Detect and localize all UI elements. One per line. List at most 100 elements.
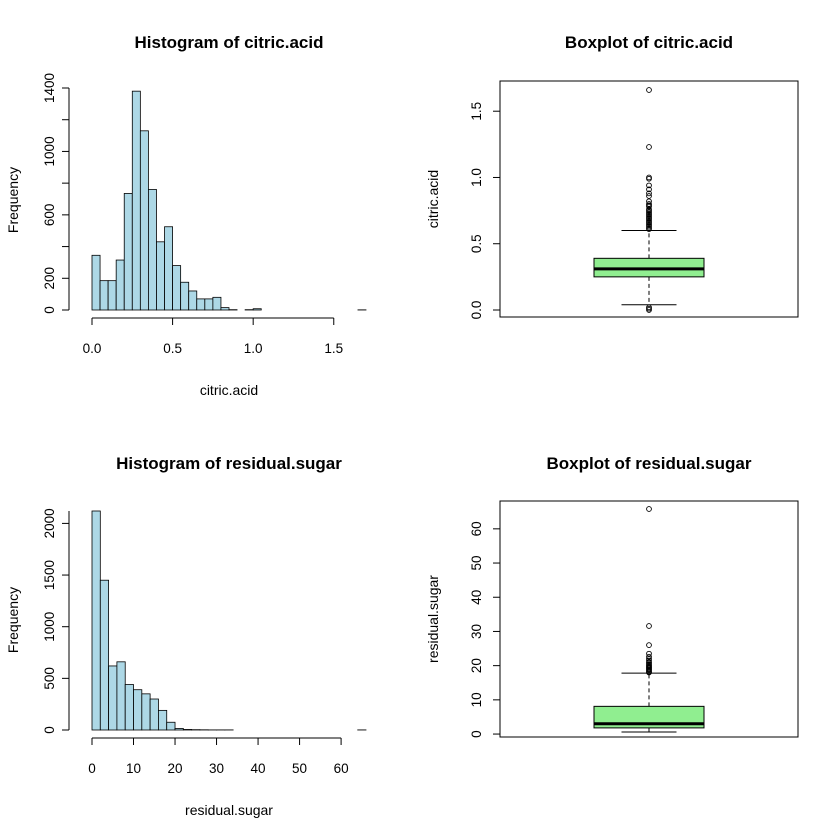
boxplot-residual-sugar: Boxplot of residual.sugar 0102030405060 …: [425, 454, 799, 738]
chart-title: Histogram of residual.sugar: [116, 454, 342, 473]
histogram-bar: [91, 510, 101, 731]
outlier-points: [646, 87, 652, 313]
histogram-bar: [133, 689, 143, 731]
histogram-bar: [139, 130, 149, 311]
histogram-bar: [188, 290, 198, 311]
y-axis: 0.0 0.5 1.0 1.5: [469, 102, 501, 319]
outlier-point: [646, 190, 652, 197]
y-tick-label: 1.5: [469, 102, 484, 121]
histogram-bar: [123, 193, 133, 311]
y-axis: 0 500 1000 1500 2000: [42, 508, 70, 734]
y-axis-label: Frequency: [5, 167, 21, 233]
histogram-bar: [204, 298, 214, 311]
x-axis-label: residual.sugar: [185, 802, 273, 818]
x-tick-label: 60: [334, 761, 349, 776]
y-axis: 0 10 20 30 40 50 60: [469, 521, 501, 738]
outlier-point: [646, 174, 652, 181]
histogram-bar: [182, 729, 193, 731]
boxplot-body: [593, 672, 705, 733]
y-tick-label: 1000: [42, 612, 57, 642]
outlier-point: [646, 506, 652, 512]
outlier-point: [646, 87, 652, 93]
y-tick-label: 60: [469, 521, 484, 536]
outlier-point: [646, 206, 652, 213]
histogram-bar: [107, 280, 117, 311]
x-tick-label: 1.5: [324, 341, 343, 356]
y-axis-label: Frequency: [5, 587, 21, 653]
histogram-bar: [116, 661, 126, 731]
histogram-bars: [91, 510, 367, 731]
chart-title: Boxplot of citric.acid: [565, 33, 733, 52]
y-axis: 0 200 600 1000 1400: [42, 73, 70, 314]
x-tick-label: 1.0: [244, 341, 263, 356]
histogram-bar: [156, 241, 165, 311]
y-tick-label: 1000: [42, 136, 57, 166]
x-tick-label: 0.5: [163, 341, 182, 356]
y-tick-label: 500: [42, 667, 57, 690]
outlier-point: [646, 657, 652, 664]
outlier-point: [646, 198, 652, 205]
y-tick-label: 50: [469, 556, 484, 571]
y-tick-label: 40: [469, 590, 484, 605]
histogram-bar: [124, 684, 134, 731]
x-tick-label: 10: [126, 761, 141, 776]
histogram-residual-sugar: Histogram of residual.sugar 0 10 20 30 40 50 6…: [5, 454, 367, 818]
plot-frame: [499, 500, 799, 738]
chart-title: Boxplot of residual.sugar: [547, 454, 752, 473]
y-axis-label: residual.sugar: [425, 575, 441, 663]
histogram-bar: [180, 281, 190, 311]
x-tick-label: 0: [88, 761, 96, 776]
y-tick-label: 0: [469, 730, 484, 738]
histogram-bar: [196, 298, 206, 311]
outlier-point: [646, 659, 652, 666]
histogram-bar: [220, 307, 230, 311]
boxplot-citric-acid: Boxplot of citric.acid 0.0 0.5 1.0 1.5 citr…: [425, 33, 799, 319]
outlier-point: [646, 642, 652, 648]
y-tick-label: 1.0: [469, 168, 484, 187]
histogram-bar: [212, 296, 222, 311]
histogram-bar: [174, 728, 184, 731]
histogram-citric-acid: Histogram of citric.acid 0.0 0.5 1.0 1.5 0 2…: [5, 33, 367, 398]
x-axis-label: citric.acid: [200, 382, 258, 398]
histogram-bar: [131, 90, 141, 311]
outlier-point: [646, 623, 652, 629]
y-tick-label: 10: [469, 692, 484, 707]
histogram-bar: [166, 721, 176, 731]
y-tick-label: 1500: [42, 560, 57, 590]
outlier-point: [646, 653, 652, 660]
chart-title: Histogram of citric.acid: [135, 33, 324, 52]
y-axis-label: citric.acid: [425, 170, 441, 228]
histogram-bar: [148, 189, 157, 311]
outlier-point: [646, 201, 652, 207]
histogram-bar: [99, 579, 110, 731]
outlier-point: [646, 186, 652, 193]
x-tick-label: 40: [251, 761, 266, 776]
x-tick-label: 30: [209, 761, 224, 776]
histogram-bar: [99, 280, 109, 311]
y-tick-label: 0: [42, 726, 57, 734]
boxplot-body: [593, 229, 705, 306]
y-tick-label: 0.5: [469, 234, 484, 253]
histogram-bar: [115, 259, 125, 311]
y-tick-label: 0: [42, 306, 57, 314]
outlier-point: [646, 193, 652, 199]
histogram-bar: [172, 265, 182, 311]
x-axis: 0.0 0.5 1.0 1.5: [83, 317, 343, 356]
x-tick-label: 0.0: [83, 341, 102, 356]
y-tick-label: 30: [469, 624, 484, 639]
histogram-bar: [158, 709, 168, 731]
y-tick-label: 2000: [42, 508, 57, 538]
outlier-point: [646, 650, 652, 657]
outlier-points: [646, 506, 652, 676]
x-tick-label: 50: [292, 761, 307, 776]
y-tick-label: 200: [42, 267, 57, 290]
histogram-bar: [91, 254, 101, 311]
histogram-bar: [252, 308, 262, 311]
x-axis: 0 10 20 30 40 50 60: [88, 737, 349, 776]
y-tick-label: 1400: [42, 73, 57, 103]
y-tick-label: 600: [42, 204, 57, 227]
histogram-bar: [164, 226, 173, 311]
x-tick-label: 20: [168, 761, 183, 776]
histogram-bar: [141, 693, 151, 731]
